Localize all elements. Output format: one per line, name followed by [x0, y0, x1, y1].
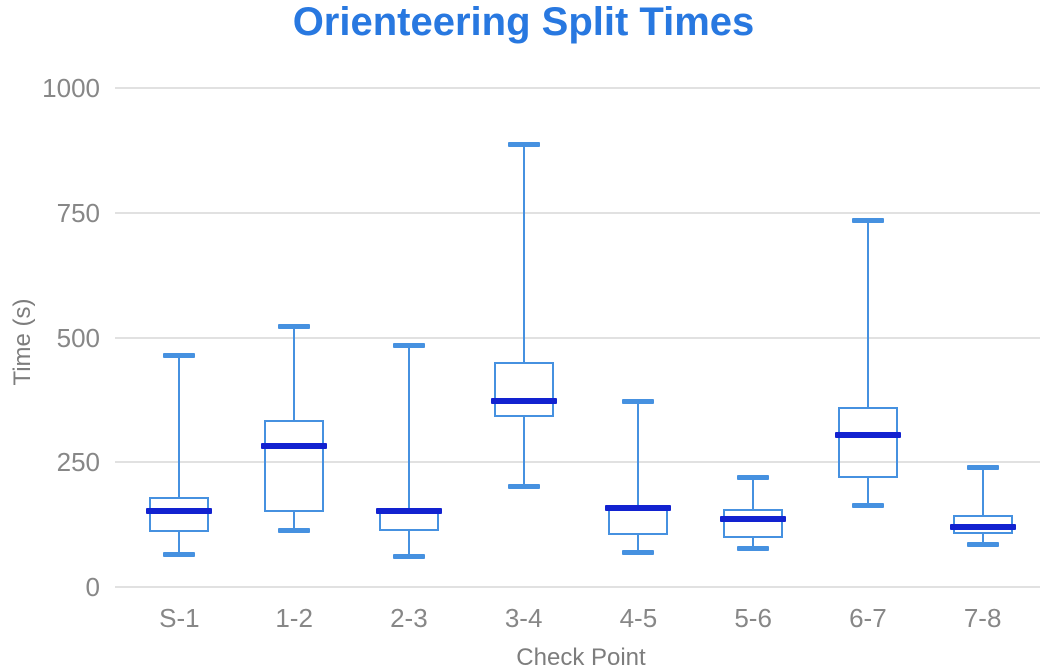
- whisker-cap-min: [278, 527, 311, 533]
- median-line: [834, 432, 901, 439]
- gridline-750: [115, 211, 1040, 214]
- whisker-lower: [752, 538, 755, 549]
- whisker-cap-min: [737, 545, 770, 551]
- iqr-box: [264, 420, 325, 513]
- y-tick-label-0: 0: [85, 572, 100, 602]
- whisker-cap-min: [622, 549, 655, 555]
- x-tick-label-7-8: 7-8: [963, 603, 1002, 633]
- whisker-upper: [637, 400, 640, 507]
- whisker-lower: [981, 534, 984, 545]
- median-line: [605, 505, 672, 512]
- whisker-lower: [866, 478, 869, 506]
- x-tick-label-5-6: 5-6: [734, 603, 772, 633]
- whisker-upper: [178, 355, 181, 498]
- plot-area: [122, 88, 1040, 587]
- x-tick-label-4-5: 4-5: [619, 603, 658, 633]
- whisker-cap-max: [278, 323, 311, 329]
- x-tick-label-2-3: 2-3: [390, 603, 428, 633]
- iqr-box: [149, 497, 210, 533]
- median-line: [375, 507, 442, 514]
- iqr-box: [493, 361, 554, 418]
- whisker-upper: [981, 466, 984, 516]
- y-tick-label-250: 250: [56, 447, 100, 478]
- x-axis-title: Check Point: [516, 644, 646, 671]
- whisker-cap-max: [392, 342, 425, 348]
- whisker-cap-max: [163, 353, 196, 359]
- x-tick-label-3-4: 3-4: [504, 603, 543, 633]
- x-tick-label-6-7: 6-7: [849, 603, 887, 633]
- whisker-lower: [178, 532, 181, 555]
- whisker-cap-max: [966, 464, 999, 470]
- x-tick-label-S-1: S-1: [159, 603, 200, 633]
- whisker-upper: [866, 220, 869, 407]
- chart-title: Orienteering Split Times: [292, 0, 755, 44]
- whisker-cap-max: [622, 398, 655, 404]
- y-tick-label-500: 500: [56, 322, 100, 353]
- median-line: [261, 442, 328, 449]
- whisker-cap-max: [851, 218, 884, 224]
- gridline-250: [115, 461, 1040, 464]
- whisker-lower: [637, 535, 640, 553]
- grid-layer: [115, 87, 1040, 588]
- whisker-cap-min: [163, 551, 196, 557]
- whisker-lower: [522, 417, 525, 488]
- median-line: [146, 508, 213, 515]
- x-tick-label-1-2: 1-2: [275, 603, 313, 633]
- y-tick-label-750: 750: [56, 197, 100, 228]
- whisker-upper: [407, 344, 410, 509]
- whisker-lower: [293, 512, 296, 531]
- gridline-500: [115, 336, 1040, 339]
- median-line: [490, 398, 557, 405]
- median-line: [720, 516, 787, 523]
- y-tick-label-1000: 1000: [42, 73, 100, 103]
- gridline-0: [115, 586, 1040, 588]
- whisker-cap-min: [507, 484, 540, 490]
- whisker-cap-max: [737, 474, 770, 480]
- whisker-cap-min: [392, 553, 425, 559]
- median-line: [949, 524, 1016, 531]
- gridline-1000: [115, 87, 1040, 89]
- whisker-cap-max: [507, 142, 540, 148]
- whisker-cap-min: [966, 541, 999, 547]
- whisker-cap-min: [851, 502, 884, 508]
- whisker-upper: [752, 476, 755, 510]
- whisker-lower: [407, 531, 410, 557]
- iqr-box: [837, 406, 898, 479]
- whisker-upper: [293, 325, 296, 421]
- iqr-box: [723, 509, 784, 539]
- whisker-upper: [522, 144, 525, 362]
